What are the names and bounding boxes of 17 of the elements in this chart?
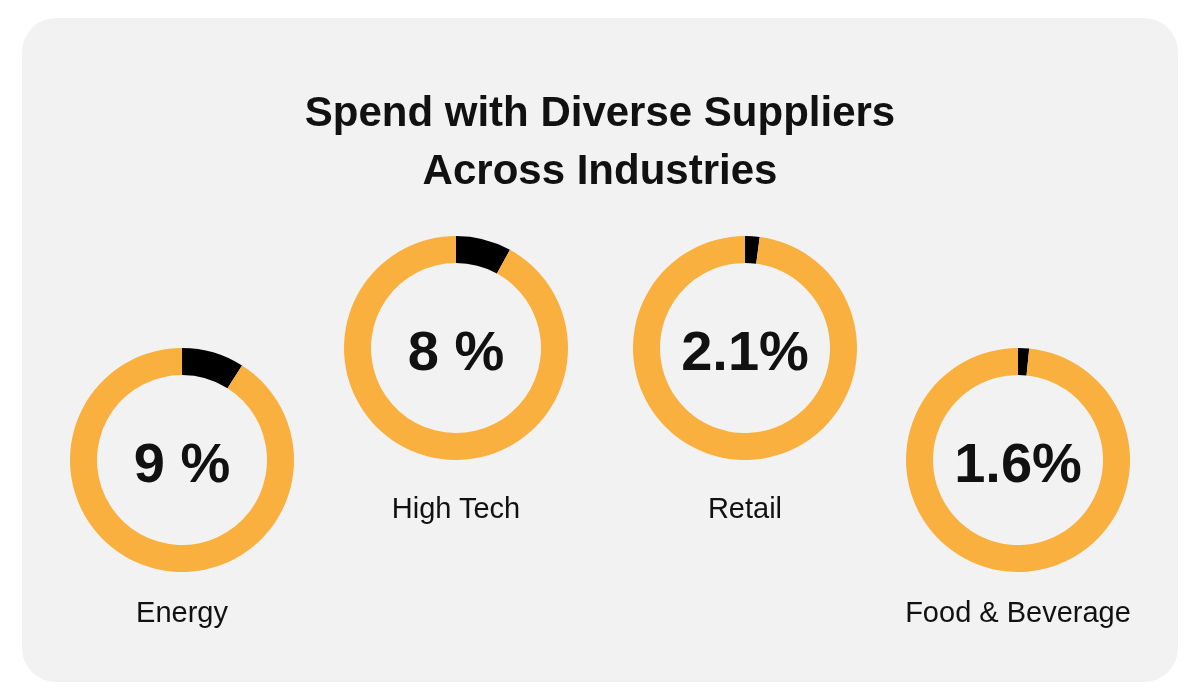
donut-slice [906, 348, 1130, 572]
text: 2.1% [681, 319, 809, 382]
donut-slice [344, 236, 568, 460]
text: Food & Beverage [905, 596, 1131, 628]
donut-slice [182, 348, 243, 389]
donut-slice [633, 236, 857, 460]
text: 9 % [133, 431, 231, 494]
donut-slice [745, 236, 760, 264]
text: Energy [136, 596, 229, 628]
donut-slice [1018, 348, 1030, 376]
text: Retail [707, 492, 783, 524]
donut-slice [70, 348, 294, 572]
text: High Tech [391, 492, 521, 524]
donut-slice [456, 236, 510, 274]
text: Spend with Diverse Suppliers Across Industries [304, 88, 896, 193]
text: 1.6% [954, 431, 1082, 494]
text: 8 % [407, 319, 505, 382]
